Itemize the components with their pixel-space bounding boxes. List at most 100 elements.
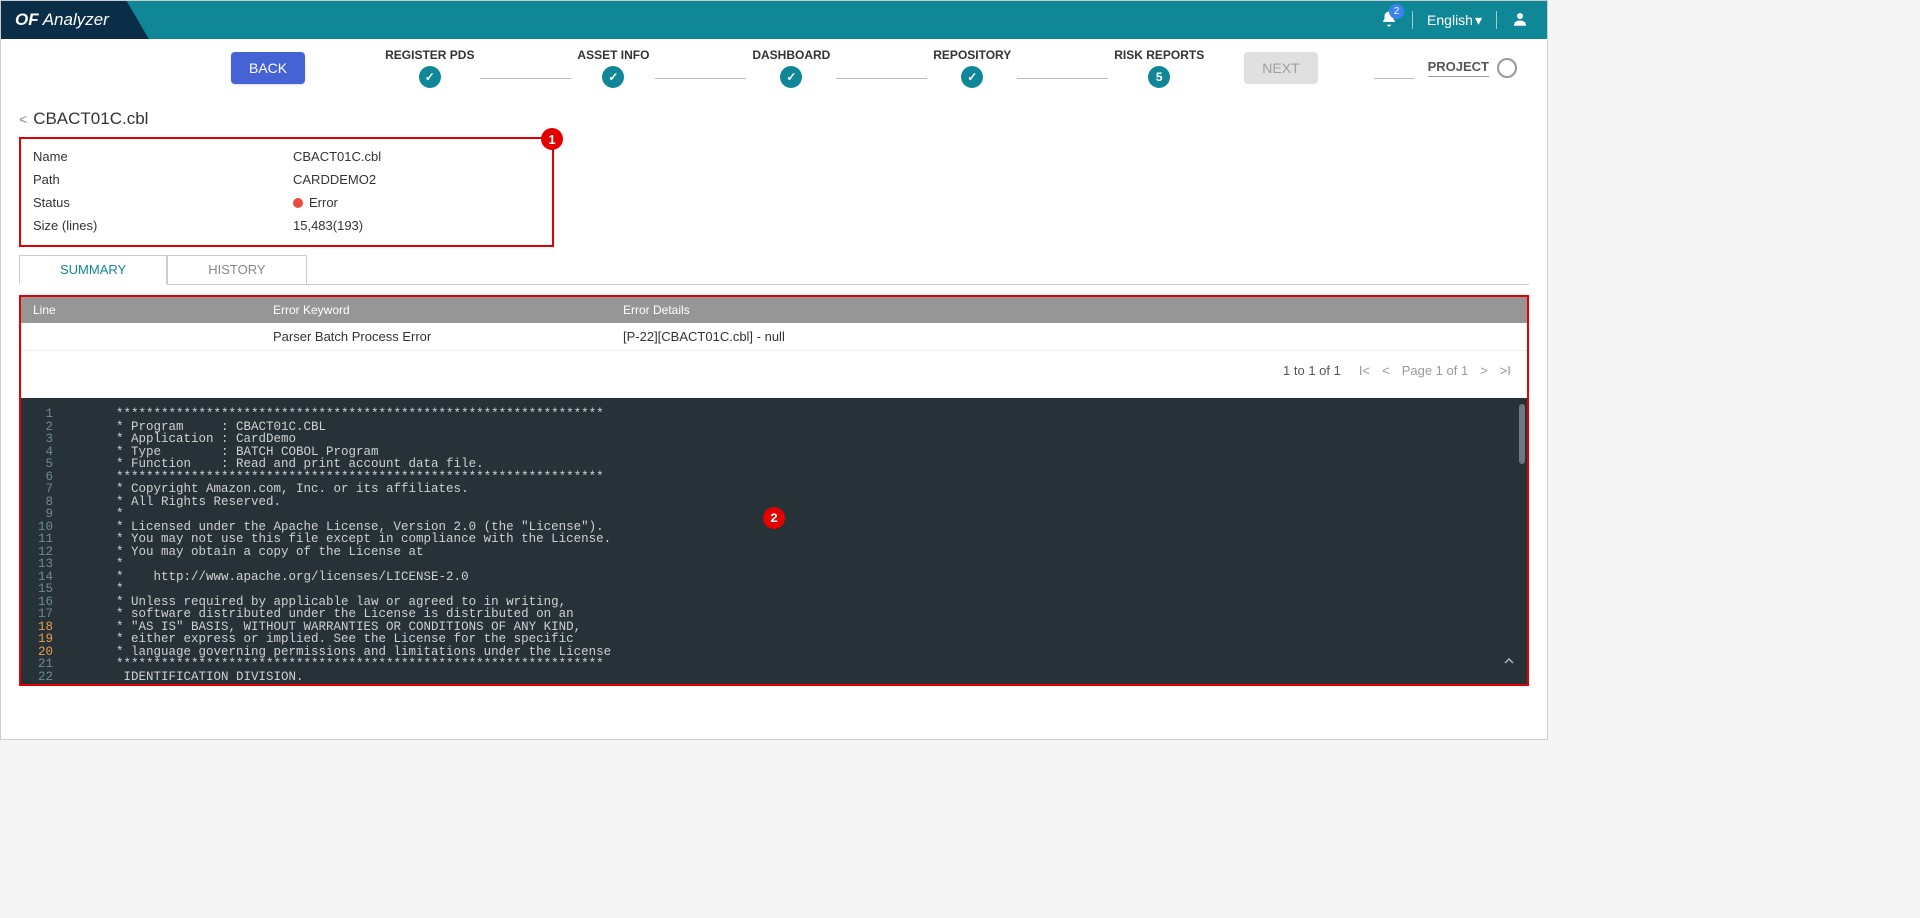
pager-range: 1 to 1 of 1 <box>1283 363 1341 378</box>
step-repository[interactable]: REPOSITORY ✓ <box>933 48 1011 88</box>
cell-keyword: Parser Batch Process Error <box>261 323 611 350</box>
user-icon <box>1511 10 1529 28</box>
chevron-up-icon <box>1501 653 1517 669</box>
pager-last-icon[interactable]: >I <box>1500 363 1511 378</box>
pager-first-icon[interactable]: I< <box>1359 363 1370 378</box>
code-line: 7 * Copyright Amazon.com, Inc. or its af… <box>35 483 1513 496</box>
line-number: 11 <box>35 533 71 546</box>
line-number: 9 <box>35 508 71 521</box>
tab-bar: SUMMARY HISTORY <box>19 255 1529 285</box>
check-icon: ✓ <box>780 66 802 88</box>
code-text: * http://www.apache.org/licenses/LICENSE… <box>71 571 469 584</box>
info-row-size: Size (lines) 15,483(193) <box>33 214 540 237</box>
app-window: OF Analyzer 2 English ▾ BACK REGISTER PD… <box>0 0 1548 740</box>
step-number: 5 <box>1148 66 1170 88</box>
page-title: CBACT01C.cbl <box>33 109 148 129</box>
code-line: 3 * Application : CardDemo <box>35 433 1513 446</box>
file-info-box: 1 Name CBACT01C.cbl Path CARDDEMO2 Statu… <box>19 137 554 247</box>
error-table: Line Error Keyword Error Details Parser … <box>21 297 1527 351</box>
pager-next-icon[interactable]: > <box>1480 363 1488 378</box>
callout-2: 2 <box>763 507 785 529</box>
wizard-row: BACK REGISTER PDS ✓ ASSET INFO ✓ DASHBOA… <box>1 39 1547 97</box>
breadcrumb[interactable]: < CBACT01C.cbl <box>19 109 1529 129</box>
code-line: 13 * <box>35 558 1513 571</box>
callout-1: 1 <box>541 128 563 150</box>
logo-rest: Analyzer <box>39 10 109 29</box>
wizard-connector <box>655 78 746 79</box>
check-icon: ✓ <box>961 66 983 88</box>
main-content: < CBACT01C.cbl 1 Name CBACT01C.cbl Path … <box>1 97 1547 686</box>
code-line: 1 **************************************… <box>35 408 1513 421</box>
logo-bold: OF <box>15 10 39 29</box>
next-button: NEXT <box>1244 52 1317 84</box>
line-number: 8 <box>35 496 71 509</box>
line-number: 4 <box>35 446 71 459</box>
scrollbar[interactable] <box>1519 404 1525 464</box>
project-circle-icon <box>1497 58 1517 78</box>
wizard-connector <box>1017 78 1108 79</box>
caret-down-icon: ▾ <box>1475 12 1482 29</box>
language-selector[interactable]: English ▾ <box>1427 12 1482 29</box>
cell-line <box>21 323 261 350</box>
code-line: 21 *************************************… <box>35 658 1513 671</box>
code-text: ****************************************… <box>71 408 604 421</box>
line-number: 17 <box>35 608 71 621</box>
scroll-to-top-button[interactable] <box>1501 653 1517 674</box>
app-logo: OF Analyzer <box>15 10 109 30</box>
code-line: 17 * software distributed under the Lice… <box>35 608 1513 621</box>
pager-controls: I< < Page 1 of 1 > >I <box>1359 363 1511 378</box>
notification-badge: 2 <box>1389 4 1404 19</box>
tab-summary[interactable]: SUMMARY <box>19 255 167 285</box>
line-number: 22 <box>35 671 71 684</box>
code-text: * Copyright Amazon.com, Inc. or its affi… <box>71 483 469 496</box>
topbar-right: 2 English ▾ <box>1380 10 1547 31</box>
tab-history[interactable]: HISTORY <box>167 255 306 284</box>
wizard-connector <box>836 78 927 79</box>
pager-page-label: Page 1 of 1 <box>1402 363 1469 378</box>
language-label: English <box>1427 12 1473 28</box>
col-keyword: Error Keyword <box>261 297 611 323</box>
top-bar: OF Analyzer 2 English ▾ <box>1 1 1547 39</box>
code-viewer: 2 1 ************************************… <box>21 398 1527 684</box>
pager-prev-icon[interactable]: < <box>1382 363 1390 378</box>
cell-details: [P-22][CBACT01C.cbl] - null <box>611 323 1527 350</box>
check-icon: ✓ <box>602 66 624 88</box>
code-text: * Application : CardDemo <box>71 433 296 446</box>
info-row-name: Name CBACT01C.cbl <box>33 145 540 168</box>
project-connector <box>1374 78 1414 79</box>
step-register-pds[interactable]: REGISTER PDS ✓ <box>385 48 474 88</box>
line-number: 1 <box>35 408 71 421</box>
code-text: * software distributed under the License… <box>71 608 574 621</box>
divider <box>1412 11 1413 29</box>
error-panel: Line Error Keyword Error Details Parser … <box>19 295 1529 686</box>
user-menu-button[interactable] <box>1511 10 1529 31</box>
check-icon: ✓ <box>419 66 441 88</box>
error-dot-icon <box>293 198 303 208</box>
back-button[interactable]: BACK <box>231 52 305 84</box>
code-line: 22 IDENTIFICATION DIVISION. <box>35 671 1513 684</box>
line-number: 5 <box>35 458 71 471</box>
line-number: 19 <box>35 633 71 646</box>
line-number: 3 <box>35 433 71 446</box>
chevron-left-icon: < <box>19 111 27 127</box>
line-number: 15 <box>35 583 71 596</box>
line-number: 13 <box>35 558 71 571</box>
step-risk-reports[interactable]: RISK REPORTS 5 <box>1114 48 1204 88</box>
step-dashboard[interactable]: DASHBOARD ✓ <box>752 48 830 88</box>
code-text: * Function : Read and print account data… <box>71 458 484 471</box>
notifications-button[interactable]: 2 <box>1380 10 1398 31</box>
logo-wrap: OF Analyzer <box>1 1 149 39</box>
step-asset-info[interactable]: ASSET INFO ✓ <box>577 48 649 88</box>
code-text: * You may obtain a copy of the License a… <box>71 546 424 559</box>
code-line: 12 * You may obtain a copy of the Licens… <box>35 546 1513 559</box>
line-number: 6 <box>35 471 71 484</box>
pagination: 1 to 1 of 1 I< < Page 1 of 1 > >I <box>21 351 1527 398</box>
col-line: Line <box>21 297 261 323</box>
table-row[interactable]: Parser Batch Process Error [P-22][CBACT0… <box>21 323 1527 351</box>
line-number: 2 <box>35 421 71 434</box>
code-text: * either express or implied. See the Lic… <box>71 633 574 646</box>
info-row-status: Status Error <box>33 191 540 214</box>
project-indicator[interactable]: PROJECT <box>1368 58 1517 79</box>
code-text: * <box>71 508 124 521</box>
code-line: 5 * Function : Read and print account da… <box>35 458 1513 471</box>
